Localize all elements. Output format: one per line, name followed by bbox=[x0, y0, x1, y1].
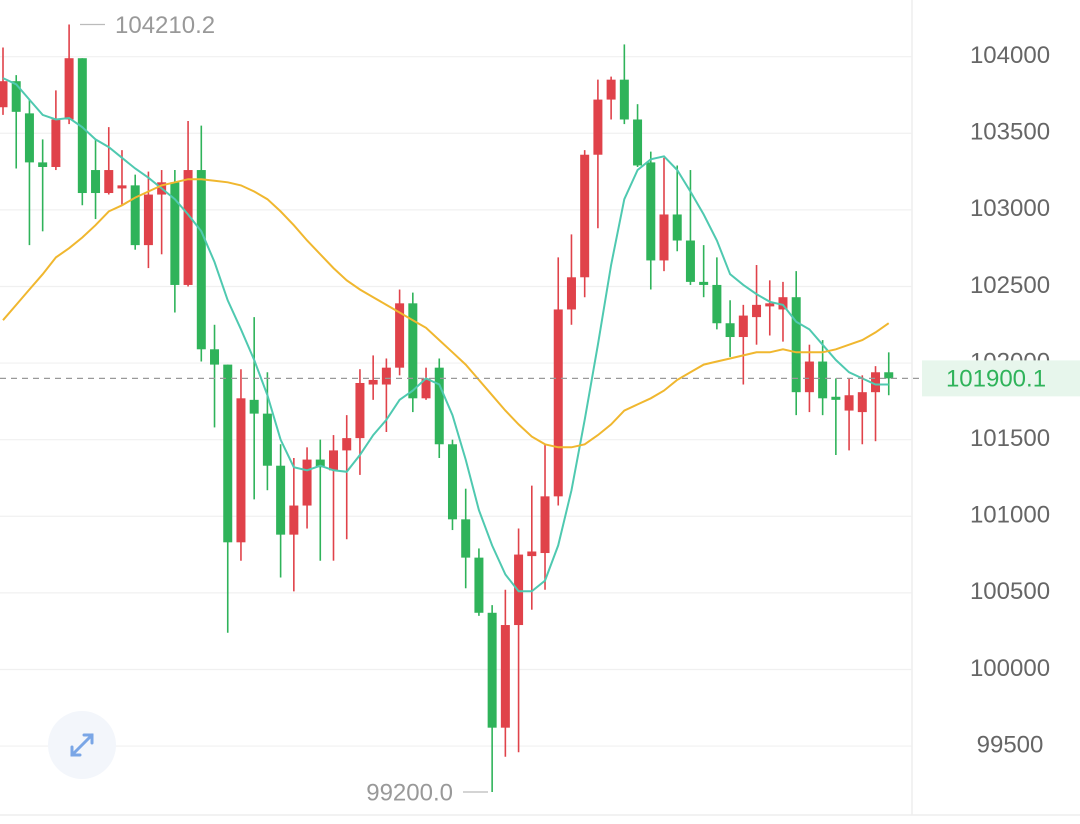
annotation-label: 99200.0 bbox=[366, 779, 453, 806]
candle-body bbox=[633, 119, 643, 166]
candle-body bbox=[0, 81, 8, 108]
candle-body bbox=[368, 379, 378, 385]
candle-body bbox=[765, 303, 775, 307]
candle-body bbox=[619, 79, 629, 120]
candle-body bbox=[738, 315, 748, 338]
candle-body bbox=[11, 81, 21, 112]
y-tick-label: 102500 bbox=[970, 272, 1050, 299]
candle-body bbox=[685, 240, 695, 282]
candle-body bbox=[236, 398, 246, 543]
y-tick-label: 101000 bbox=[970, 502, 1050, 529]
candle-body bbox=[342, 438, 352, 451]
candle-body bbox=[117, 185, 127, 189]
candle-body bbox=[593, 99, 603, 155]
candle-body bbox=[408, 303, 418, 399]
candle-body bbox=[580, 154, 590, 278]
y-tick-label: 103000 bbox=[970, 195, 1050, 222]
candle-body bbox=[223, 364, 233, 543]
annotation-label: 104210.2 bbox=[115, 12, 215, 39]
candle-body bbox=[262, 413, 272, 466]
candle-body bbox=[249, 399, 259, 414]
candle-body bbox=[104, 170, 114, 194]
candle-body bbox=[500, 625, 510, 728]
y-tick-label: 100500 bbox=[970, 578, 1050, 605]
candle-body bbox=[725, 323, 735, 338]
candle-body bbox=[831, 396, 841, 400]
candle-body bbox=[51, 119, 61, 167]
candle-body bbox=[381, 367, 391, 385]
candle-body bbox=[553, 309, 563, 497]
candle-body bbox=[712, 284, 722, 324]
candle-body bbox=[210, 349, 220, 365]
candle-body bbox=[752, 304, 762, 318]
candle-body bbox=[606, 79, 616, 100]
candle-body bbox=[487, 612, 497, 728]
candle-body bbox=[196, 170, 206, 350]
candle-body bbox=[276, 465, 286, 535]
candle-body bbox=[672, 214, 682, 241]
candle-body bbox=[659, 214, 669, 261]
last-price-tag bbox=[922, 360, 1080, 397]
candle-body bbox=[804, 361, 814, 393]
candle-body bbox=[355, 382, 365, 439]
candle-body bbox=[474, 557, 484, 613]
y-tick-label: 100000 bbox=[970, 655, 1050, 682]
candle-body bbox=[857, 392, 867, 413]
candle-body bbox=[818, 361, 828, 399]
plot bbox=[0, 24, 912, 793]
candle-body bbox=[302, 459, 312, 506]
y-tick-label: 101500 bbox=[970, 425, 1050, 452]
candle-body bbox=[24, 113, 34, 163]
y-tick-label: 104000 bbox=[970, 42, 1050, 69]
moving-average-line bbox=[2, 77, 889, 593]
candle-body bbox=[64, 58, 74, 120]
candle-body bbox=[170, 182, 180, 285]
candle-body bbox=[183, 170, 193, 285]
candle-body bbox=[434, 367, 444, 445]
candle-body bbox=[315, 459, 325, 468]
candle-body bbox=[566, 277, 576, 310]
last-price-label: 101900.1 bbox=[946, 366, 1046, 393]
candle-body bbox=[447, 444, 457, 520]
candle-body bbox=[778, 297, 788, 310]
y-tick-label: 103500 bbox=[970, 119, 1050, 146]
candle-body bbox=[844, 395, 854, 411]
candle-body bbox=[395, 303, 405, 368]
moving-average-line bbox=[2, 178, 890, 449]
expand-button[interactable] bbox=[48, 711, 116, 779]
candle-body bbox=[527, 551, 537, 557]
candle-body bbox=[130, 185, 140, 246]
candle-body bbox=[38, 162, 48, 167]
candle-body bbox=[540, 496, 550, 554]
candle-body bbox=[329, 450, 338, 471]
candle-body bbox=[421, 378, 431, 399]
candle-body bbox=[791, 297, 801, 393]
candle-body bbox=[884, 372, 894, 379]
candle-body bbox=[91, 170, 101, 194]
candle-body bbox=[646, 162, 656, 261]
candle-body bbox=[461, 519, 471, 558]
candle-body bbox=[289, 505, 299, 535]
candle-body bbox=[871, 372, 881, 393]
y-tick-label: 99500 bbox=[977, 731, 1044, 758]
expand-icon[interactable] bbox=[70, 733, 94, 757]
candle-body bbox=[77, 58, 87, 194]
candle-body bbox=[699, 281, 709, 285]
candle-body bbox=[143, 194, 153, 246]
